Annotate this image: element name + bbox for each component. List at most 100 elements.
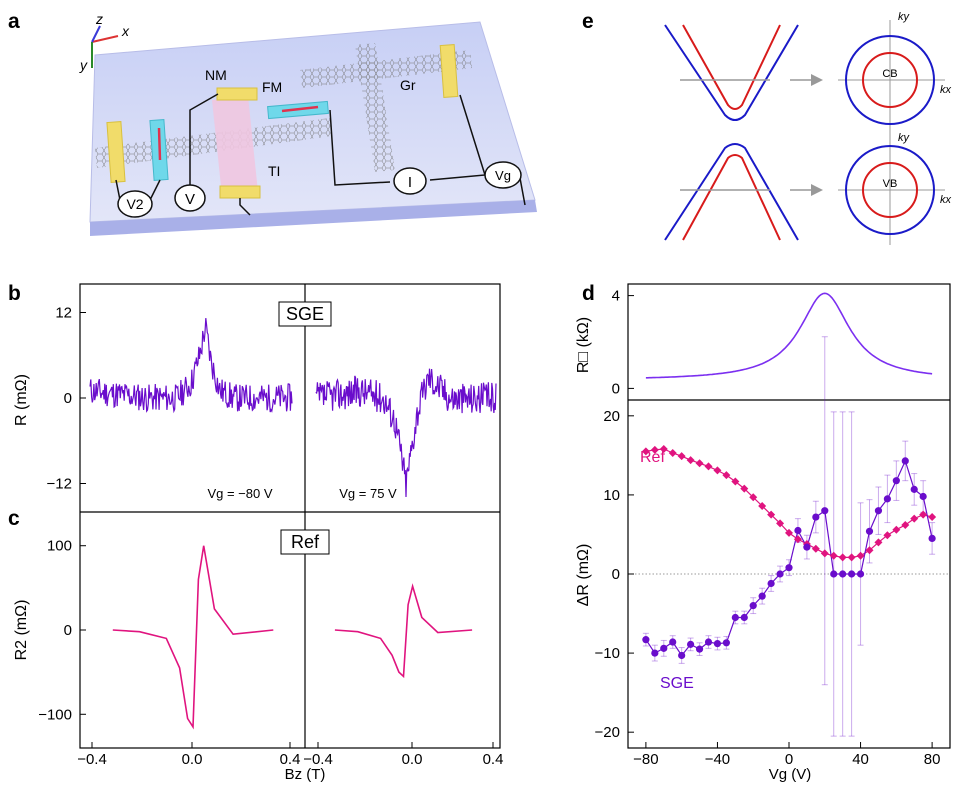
ref-point — [695, 459, 704, 468]
svg-text:y: y — [79, 57, 88, 73]
ref-point — [785, 528, 793, 537]
ref-point — [650, 445, 659, 454]
nm-contact-bottom — [219, 185, 261, 199]
ti-flake — [212, 96, 258, 196]
sge-point — [785, 564, 793, 572]
b-ytick-label: 12 — [55, 305, 72, 322]
ref-point — [722, 471, 731, 480]
sge-point — [848, 570, 856, 578]
graphene-crossbar — [300, 50, 472, 88]
label-fm: FM — [262, 79, 282, 95]
ref-point — [928, 513, 937, 522]
sge-point — [892, 477, 900, 485]
sge-point — [794, 526, 802, 535]
d-xtick-label: 0 — [785, 751, 793, 768]
panel-label-e: e — [582, 10, 594, 33]
cb-inner-band — [682, 24, 781, 110]
label-gr: Gr — [400, 77, 416, 93]
d-xtick-label: 40 — [852, 751, 869, 768]
b-right-annotation: Vg = 75 V — [339, 486, 397, 501]
sge-point — [767, 579, 775, 588]
label-ti: TI — [268, 163, 280, 179]
cb-outer-band — [664, 24, 799, 121]
d-ytick-label: −10 — [595, 645, 620, 662]
d-ytick-label: −20 — [595, 724, 620, 741]
svg-text:I: I — [408, 174, 412, 191]
c-ylabel: R2 (mΩ) — [13, 600, 30, 661]
sge-point — [865, 527, 874, 535]
cb-fermi-contour: CB ky kx — [838, 11, 952, 132]
sge-curve-vg-75 — [315, 368, 497, 498]
magnetization-arrow-left — [157, 127, 162, 161]
ref-box: Ref — [280, 529, 330, 555]
legend-sge: SGE — [660, 675, 694, 692]
ref-point — [731, 477, 740, 486]
ref-point — [740, 484, 749, 493]
d-ytick-label: 20 — [603, 408, 620, 425]
b-left-annotation: Vg = −80 V — [207, 486, 272, 501]
sge-point — [749, 602, 757, 610]
c-xtick-label: 0.4 — [280, 751, 301, 768]
bc-frame — [79, 283, 501, 749]
ref-point — [713, 466, 722, 475]
c-xtick-label: 0.4 — [483, 751, 504, 768]
ref-point — [874, 538, 883, 547]
ref-curve-left — [112, 545, 274, 730]
sge-point — [678, 651, 686, 660]
sge-point — [695, 645, 704, 653]
c-ytick-label: 100 — [47, 538, 72, 555]
sge-point — [901, 457, 909, 465]
sge-point — [731, 613, 739, 622]
sge-point — [910, 485, 918, 493]
d-bottom-ylabel: ΔR (mΩ) — [575, 544, 592, 607]
sge-point — [713, 640, 722, 648]
panel-label-a: a — [8, 10, 20, 33]
ref-point — [829, 551, 838, 560]
ref-line — [645, 448, 933, 558]
meter-v2: V2 — [117, 190, 153, 218]
svg-text:VB: VB — [883, 178, 898, 190]
svg-text:Vg: Vg — [495, 168, 511, 183]
sge-point — [704, 638, 713, 646]
ref-point — [892, 525, 901, 534]
vb-fermi-contour: VB ky kx — [838, 132, 952, 245]
ref-point — [883, 531, 892, 540]
magnetization-arrow-right — [281, 105, 319, 113]
ref-point — [847, 553, 856, 562]
ref-point — [641, 447, 650, 456]
sge-curve-vg-neg80 — [89, 318, 293, 414]
ref-point — [677, 452, 686, 461]
sge-box: SGE — [278, 301, 332, 327]
ref-curve-right — [334, 583, 473, 679]
meter-i: I — [393, 167, 427, 195]
d-ytick-label: 10 — [603, 487, 620, 504]
svg-text:kx: kx — [940, 84, 952, 96]
svg-text:x: x — [121, 23, 130, 39]
panel-label-d: d — [582, 282, 595, 305]
ref-point — [758, 501, 767, 510]
svg-text:V2: V2 — [126, 196, 143, 212]
sge-point — [651, 649, 659, 657]
d-top-ylabel: R□ (kΩ) — [575, 317, 592, 373]
contact-right — [439, 44, 459, 98]
substrate-edge — [90, 200, 537, 236]
c-ytick-label: 0 — [64, 622, 72, 639]
svg-text:z: z — [95, 11, 103, 27]
svg-text:ky: ky — [898, 11, 911, 23]
svg-text:kx: kx — [940, 194, 952, 206]
sge-line — [645, 459, 933, 657]
d-xtick-label: 80 — [924, 751, 941, 768]
d-ytick-label: 0 — [612, 566, 620, 583]
ref-point — [856, 551, 865, 560]
ref-point — [749, 493, 758, 502]
wiring — [115, 93, 526, 216]
sge-point — [660, 644, 668, 652]
ref-point — [793, 535, 802, 544]
c-xtick-label: 0.0 — [182, 751, 203, 768]
meter-v: V — [174, 184, 206, 212]
sge-point — [687, 640, 695, 648]
band-structure: CB ky kx VB ky kx — [664, 11, 952, 245]
ref-point — [865, 546, 874, 555]
ref-point — [668, 448, 677, 457]
